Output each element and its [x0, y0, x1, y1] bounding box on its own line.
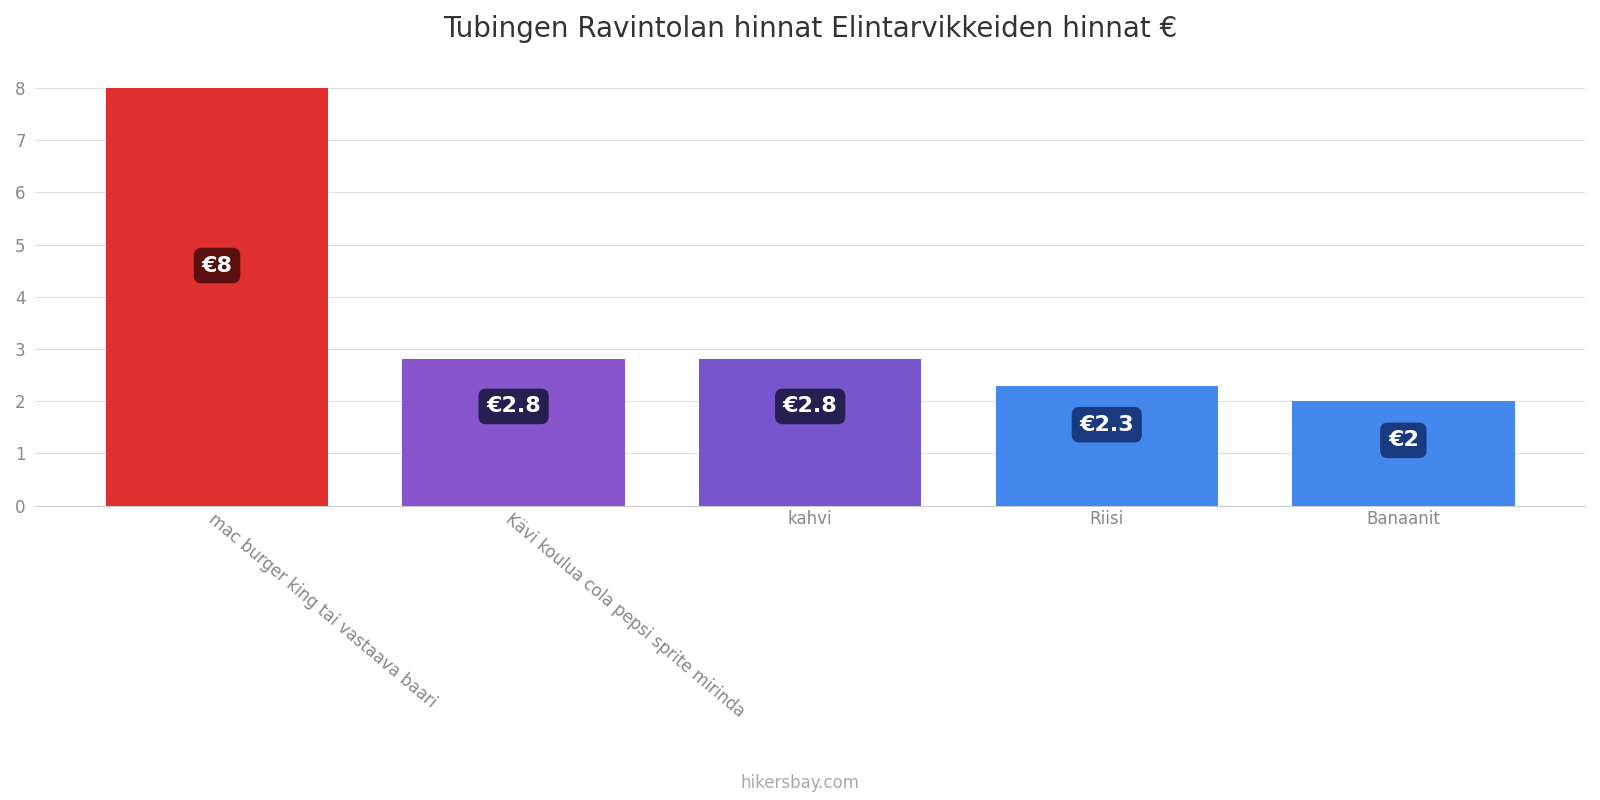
Bar — [995, 386, 1218, 506]
Text: €2.8: €2.8 — [486, 397, 541, 417]
Text: €8: €8 — [202, 255, 232, 275]
Title: Tubingen Ravintolan hinnat Elintarvikkeiden hinnat €: Tubingen Ravintolan hinnat Elintarvikkei… — [443, 15, 1178, 43]
Bar — [699, 359, 922, 506]
Text: hikersbay.com: hikersbay.com — [741, 774, 859, 792]
Text: €2.8: €2.8 — [782, 397, 837, 417]
Bar — [402, 359, 626, 506]
Bar — [106, 88, 328, 506]
Bar — [1293, 402, 1515, 506]
Text: €2: €2 — [1387, 430, 1419, 450]
Text: €2.3: €2.3 — [1080, 414, 1134, 434]
